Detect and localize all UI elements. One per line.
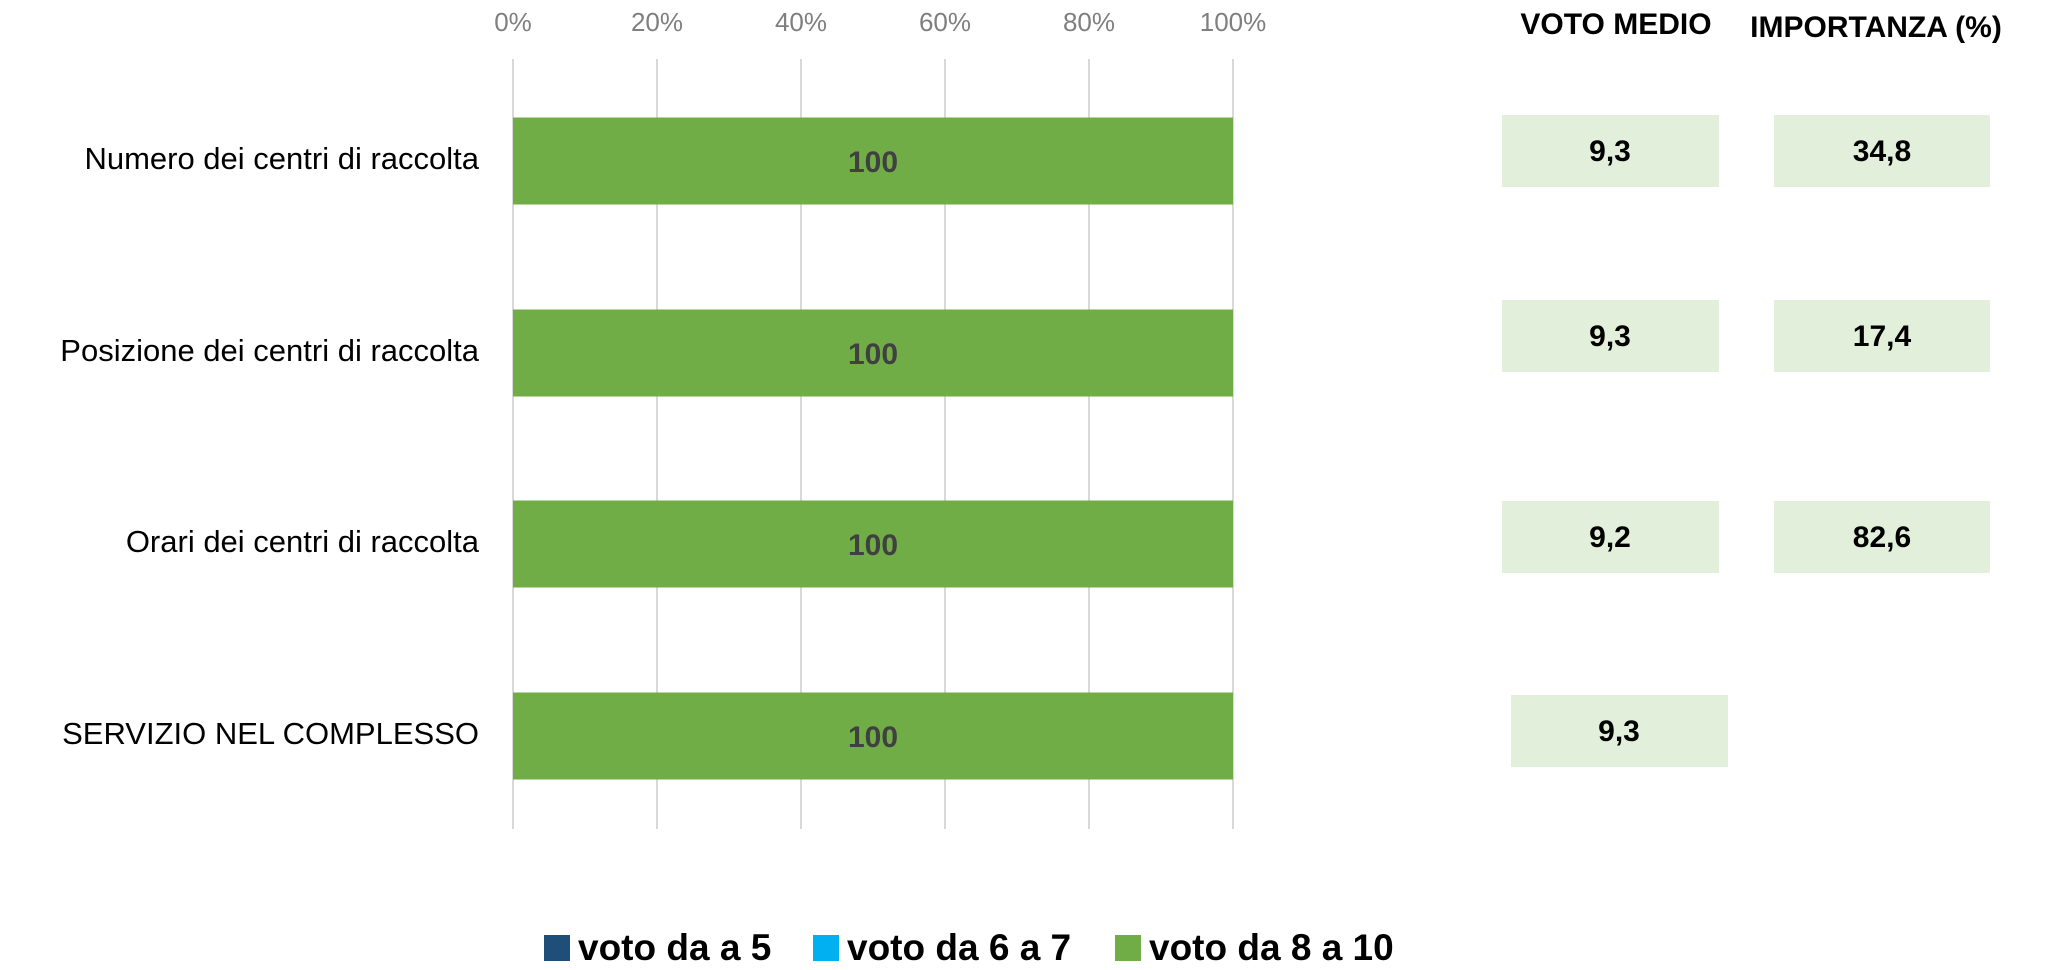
value-box [1502,501,1719,573]
legend-label: voto da 8 a 10 [1149,927,1394,968]
y-tick-label: SERVIZIO NEL COMPLESSO [62,716,479,751]
column-header: VOTO MEDIO [1520,8,1711,41]
value-box [1774,300,1990,372]
data-label: 100 [848,529,898,562]
importanza: 34,8 [1853,135,1911,168]
x-tick-label: 80% [1063,7,1115,37]
y-tick-label: Numero dei centri di raccolta [84,141,479,176]
bar-segment [513,500,1233,588]
importanza: 17,4 [1853,320,1912,353]
x-tick-label: 100% [1200,7,1267,37]
legend-swatch [813,935,839,961]
voto-medio: 9,3 [1589,135,1631,168]
bar-segment [513,309,1233,397]
data-label: 100 [848,146,898,179]
value-box [1502,115,1719,187]
y-tick-label: Orari dei centri di raccolta [126,524,480,559]
value-box [1774,115,1990,187]
bar-segment [513,692,1233,780]
value-box [1502,300,1719,372]
value-box [1511,695,1728,767]
legend-swatch [544,935,570,961]
bar-segment [513,117,1233,205]
value-box [1774,501,1990,573]
x-tick-label: 0% [494,7,532,37]
legend-label: voto da 6 a 7 [847,927,1071,968]
legend-label: voto da a 5 [578,927,771,968]
column-header: IMPORTANZA (%) [1750,11,2002,44]
data-label: 100 [848,338,898,371]
data-label: 100 [848,721,898,754]
legend-swatch [1115,935,1141,961]
voto-medio: 9,2 [1589,521,1631,554]
voto-medio: 9,3 [1589,320,1631,353]
x-tick-label: 20% [631,7,683,37]
x-tick-label: 60% [919,7,971,37]
importanza: 82,6 [1853,521,1911,554]
y-tick-label: Posizione dei centri di raccolta [60,333,479,368]
x-tick-label: 40% [775,7,827,37]
voto-medio: 9,3 [1598,715,1640,748]
